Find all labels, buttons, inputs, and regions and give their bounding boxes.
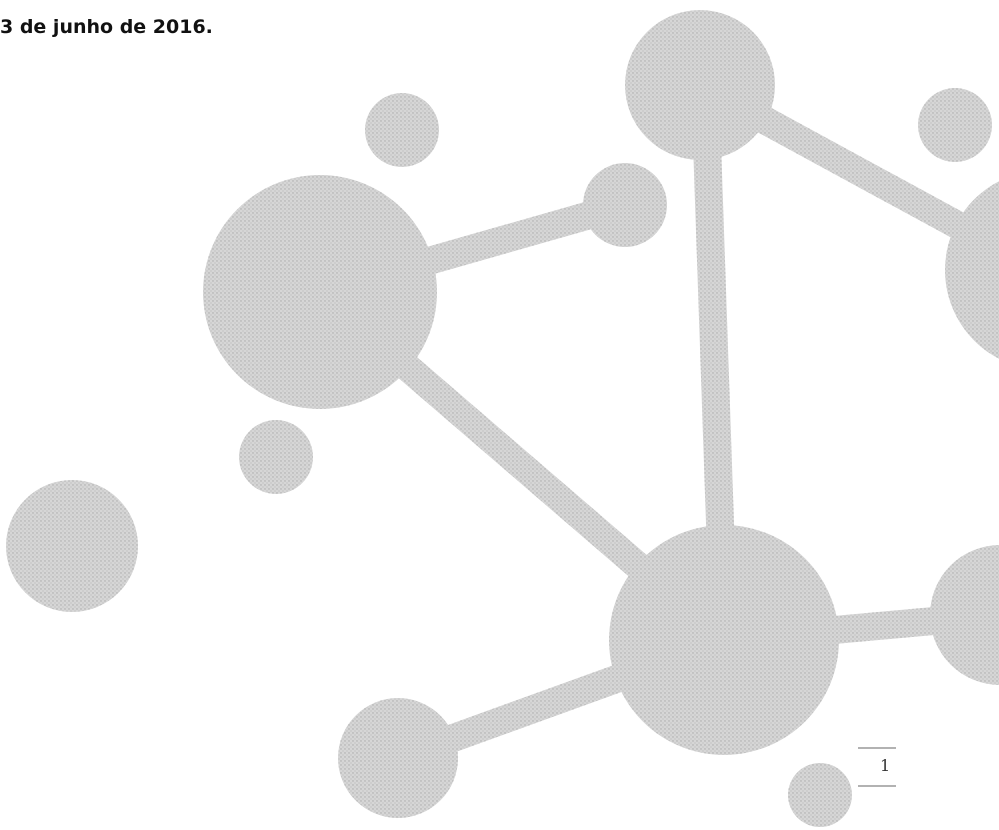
page: 3 de junho de 2016. 1 (() => { const dat…	[0, 0, 999, 830]
page-number: 1	[880, 756, 890, 775]
atoms	[6, 10, 999, 827]
molecule-graphic	[0, 0, 999, 830]
date-line: 3 de junho de 2016.	[0, 16, 213, 38]
